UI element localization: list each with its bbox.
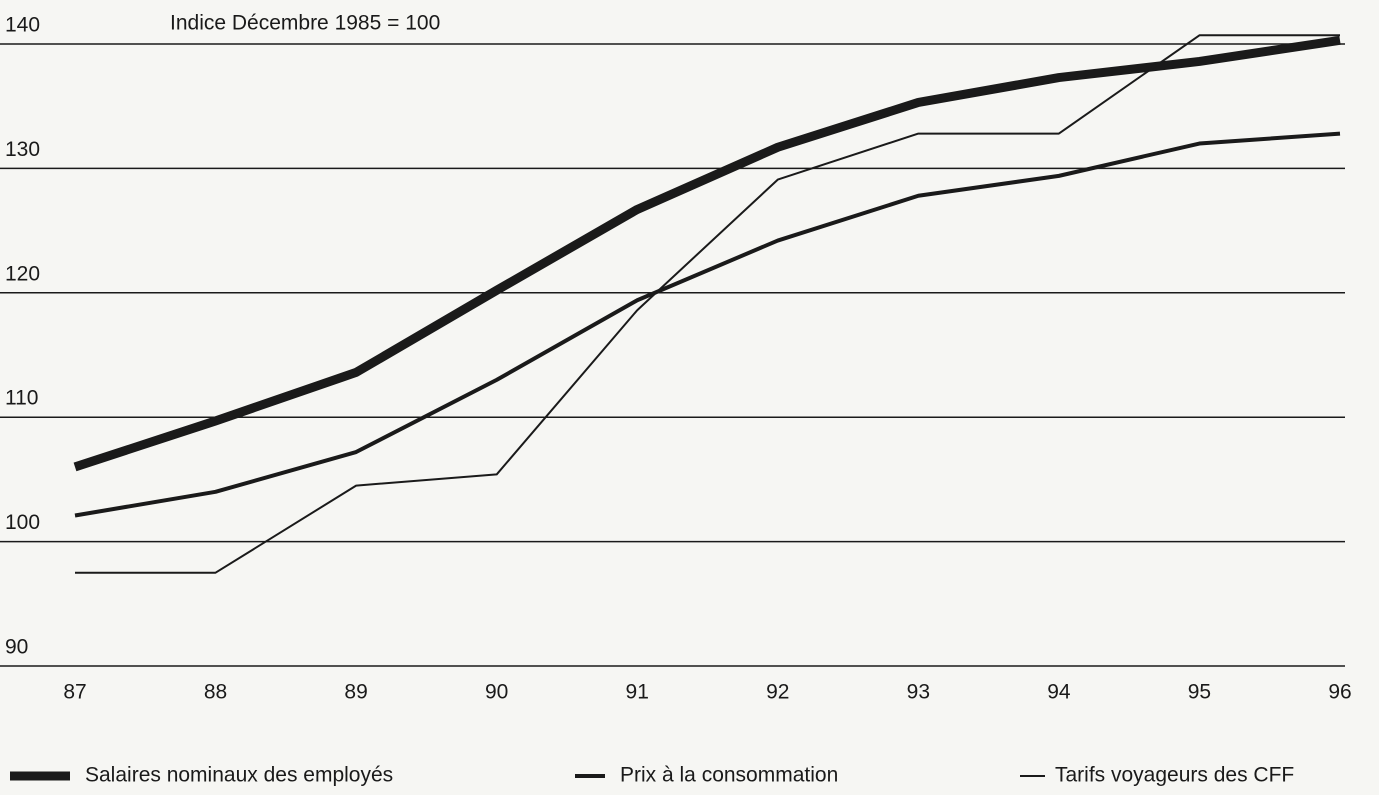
x-tick-label: 95 xyxy=(1188,681,1211,704)
series-line xyxy=(75,34,1340,574)
x-tick-label: 92 xyxy=(766,681,789,704)
x-tick-label: 96 xyxy=(1328,681,1351,704)
legend-label: Prix à la consommation xyxy=(620,764,838,787)
y-tick-label: 110 xyxy=(5,387,38,410)
x-tick-label: 90 xyxy=(485,681,508,704)
x-tick-label: 87 xyxy=(63,681,86,704)
series-line xyxy=(73,35,1341,472)
y-tick-label: 90 xyxy=(5,636,28,659)
x-tick-label: 93 xyxy=(907,681,930,704)
series-line xyxy=(74,131,1341,518)
y-tick-label: 140 xyxy=(5,14,40,37)
y-tick-label: 120 xyxy=(5,262,40,285)
x-tick-label: 91 xyxy=(626,681,649,704)
legend-label: Salaires nominaux des employés xyxy=(85,764,393,787)
y-tick-label: 130 xyxy=(5,138,40,161)
legend-label: Tarifs voyageurs des CFF xyxy=(1055,764,1294,787)
y-tick-label: 100 xyxy=(5,511,40,534)
x-tick-label: 89 xyxy=(344,681,367,704)
x-tick-label: 94 xyxy=(1047,681,1071,704)
x-tick-label: 88 xyxy=(204,681,227,704)
chart-subtitle: Indice Décembre 1985 = 100 xyxy=(170,12,440,35)
